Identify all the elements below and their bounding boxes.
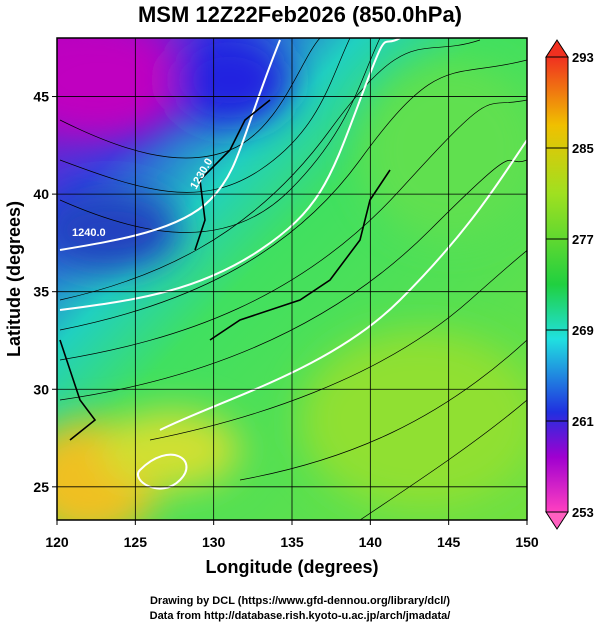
x-tick-label: 140 <box>359 534 383 550</box>
colorbar-tick-label: 293 <box>572 50 594 65</box>
y-tick-label: 45 <box>33 89 49 105</box>
map-frame <box>56 37 528 521</box>
colorbar-min-arrow <box>545 511 569 530</box>
colorbar-tick-label: 277 <box>572 232 594 247</box>
y-tick-label: 25 <box>33 479 49 495</box>
credit: Data from http://database.rish.kyoto-u.a… <box>150 610 451 622</box>
y-tick-label: 30 <box>33 381 49 397</box>
y-axis-label: Latitude (degrees) <box>4 201 24 357</box>
x-tick-label: 125 <box>124 534 148 550</box>
colorbar-max-arrow <box>545 39 569 58</box>
title: MSM 12Z22Feb2026 (850.0hPa) <box>138 2 462 27</box>
x-tick-label: 120 <box>45 534 69 550</box>
y-tick-label: 40 <box>33 186 49 202</box>
y-tick-label: 35 <box>33 284 49 300</box>
x-tick-label: 150 <box>515 534 539 550</box>
colorbar-tick-label: 269 <box>572 323 594 338</box>
colorbar <box>545 56 569 513</box>
colorbar-ticks: 253 261 269 277 285 293 <box>546 50 594 520</box>
contour-label: 1240.0 <box>72 227 106 239</box>
x-tick-label: 145 <box>437 534 461 550</box>
credit: Drawing by DCL (https://www.gfd-dennou.o… <box>150 595 450 607</box>
map-field <box>57 38 527 520</box>
colorbar-tick-label: 253 <box>572 505 594 520</box>
x-tick-label: 130 <box>202 534 226 550</box>
x-tick-label: 135 <box>280 534 304 550</box>
colorbar-tick-label: 285 <box>572 141 594 156</box>
colorbar-tick-label: 261 <box>572 414 594 429</box>
x-axis-label: Longitude (degrees) <box>205 557 378 577</box>
